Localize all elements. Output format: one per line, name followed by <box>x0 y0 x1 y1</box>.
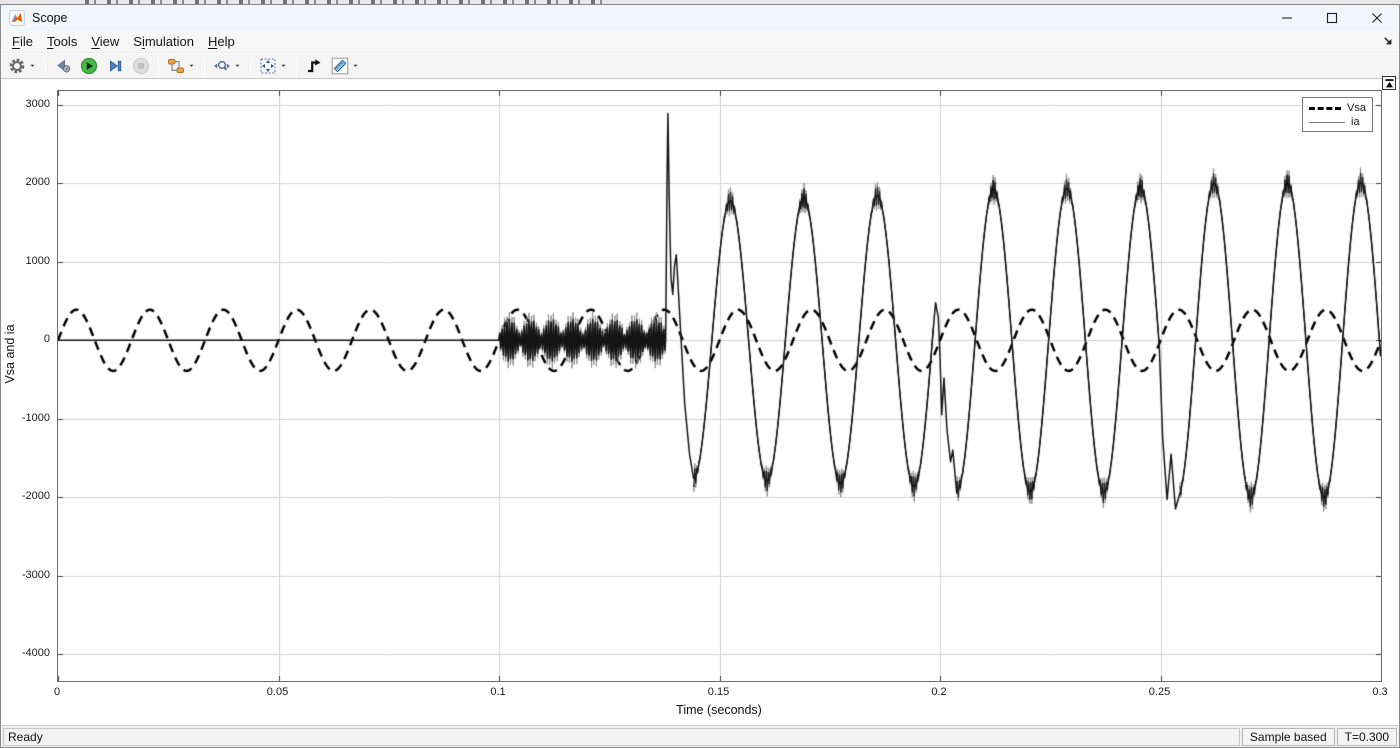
legend-label: Vsa <box>1347 102 1366 114</box>
x-tick-label: 0.3 <box>1372 686 1388 698</box>
toolbar <box>1 53 1399 79</box>
step-forward-icon <box>110 60 122 72</box>
configuration-properties-button[interactable] <box>5 55 40 77</box>
close-button[interactable] <box>1354 5 1399 31</box>
x-tick-label: 0.1 <box>490 686 506 698</box>
legend-entry-Vsa[interactable]: Vsa <box>1309 101 1366 115</box>
title-bar: Scope <box>1 5 1399 31</box>
plot-axes[interactable] <box>57 90 1382 682</box>
step-forward-button[interactable] <box>103 55 127 77</box>
zoom-icon <box>214 60 230 71</box>
x-axis-label: Time (seconds) <box>676 703 762 717</box>
stop-icon <box>132 57 150 75</box>
menu-view[interactable]: View <box>91 34 120 49</box>
matlab-icon <box>9 10 25 26</box>
legend-dashed-line-sample <box>1309 106 1342 110</box>
y-tick-label: -3000 <box>21 568 50 581</box>
maximize-icon <box>1326 12 1337 24</box>
maximize-button[interactable] <box>1309 5 1354 31</box>
legend-label: ia <box>1351 116 1360 128</box>
y-tick-label: -1000 <box>21 411 50 424</box>
step-back-button[interactable] <box>51 55 75 77</box>
minimize-icon <box>1281 17 1292 19</box>
toolbar-separator <box>250 57 251 75</box>
scope-window: Scope File Tools View Simulation Help Time (… <box>0 4 1400 748</box>
measurements-icon <box>331 57 349 75</box>
dock-arrow-icon <box>1385 78 1393 87</box>
simulink-snapshot-button[interactable] <box>164 55 199 77</box>
dropdown-caret-icon <box>235 64 240 67</box>
legend-entry-ia[interactable]: ia <box>1309 115 1366 129</box>
matlab-icon <box>9 10 25 26</box>
y-tick-label: -4000 <box>21 647 50 660</box>
status-cell: T=0.300 <box>1336 727 1397 746</box>
span-button[interactable] <box>256 55 291 77</box>
dropdown-caret-icon <box>30 64 35 67</box>
stop-button[interactable] <box>129 55 153 77</box>
y-tick-label: 1000 <box>25 254 50 267</box>
status-cell: Sample based <box>1241 727 1335 746</box>
menu-help[interactable]: Help <box>207 34 235 49</box>
close-icon <box>1371 13 1382 23</box>
menu-file[interactable]: File <box>12 34 33 49</box>
y-axis-label: Vsa and ia <box>3 324 17 384</box>
window-title: Scope <box>32 11 68 25</box>
status-bar: Ready Sample based T=0.300 <box>1 725 1399 747</box>
dropdown-caret-icon <box>189 64 194 67</box>
x-tick-label: 0.2 <box>931 686 947 698</box>
dropdown-caret-icon <box>281 64 286 67</box>
trigger-icon <box>308 59 321 73</box>
menu-simulation[interactable]: Simulation <box>133 34 194 49</box>
x-tick-label: 0.25 <box>1148 686 1171 698</box>
legend[interactable]: Vsa ia <box>1302 97 1373 132</box>
toolbar-separator <box>158 57 159 75</box>
step-back-icon <box>57 59 71 73</box>
run-button[interactable] <box>77 55 101 77</box>
figure-area: Time (seconds) Vsa and ia Vsa ia 0 0.05 0.1… <box>1 76 1399 725</box>
measurements-button[interactable] <box>328 55 363 77</box>
background-window-sliver <box>0 0 1400 4</box>
menu-bar: File Tools View Simulation Help <box>1 31 1399 53</box>
trigger-button[interactable] <box>302 55 326 77</box>
signal-blocks-icon <box>168 59 184 73</box>
minimize-button[interactable] <box>1264 5 1309 31</box>
plot-canvas[interactable] <box>58 91 1381 681</box>
y-tick-label: 2000 <box>25 176 50 189</box>
menu-overflow-button[interactable] <box>1382 35 1395 53</box>
gear-icon <box>9 58 25 74</box>
zoom-button[interactable] <box>210 55 245 77</box>
window-controls <box>1264 5 1399 31</box>
toolbar-separator <box>45 57 46 75</box>
menu-tools[interactable]: Tools <box>46 34 78 49</box>
y-tick-label: 3000 <box>25 97 50 110</box>
legend-solid-line-sample <box>1309 121 1345 123</box>
status-message: Ready <box>3 727 1240 746</box>
x-tick-label: 0.05 <box>266 686 289 698</box>
fit-to-view-icon <box>260 58 276 74</box>
y-tick-label: -2000 <box>21 490 50 503</box>
x-tick-label: 0 <box>53 686 61 698</box>
toolbar-separator <box>204 57 205 75</box>
run-icon <box>80 57 98 75</box>
toolbar-separator <box>296 57 297 75</box>
dropdown-caret-icon <box>353 64 358 67</box>
status-cells: Sample based T=0.300 <box>1240 727 1397 746</box>
menu-overflow-arrow-icon <box>1384 37 1392 45</box>
dock-button[interactable] <box>1382 76 1396 90</box>
x-tick-label: 0.15 <box>707 686 730 698</box>
y-tick-label: 0 <box>43 333 50 346</box>
